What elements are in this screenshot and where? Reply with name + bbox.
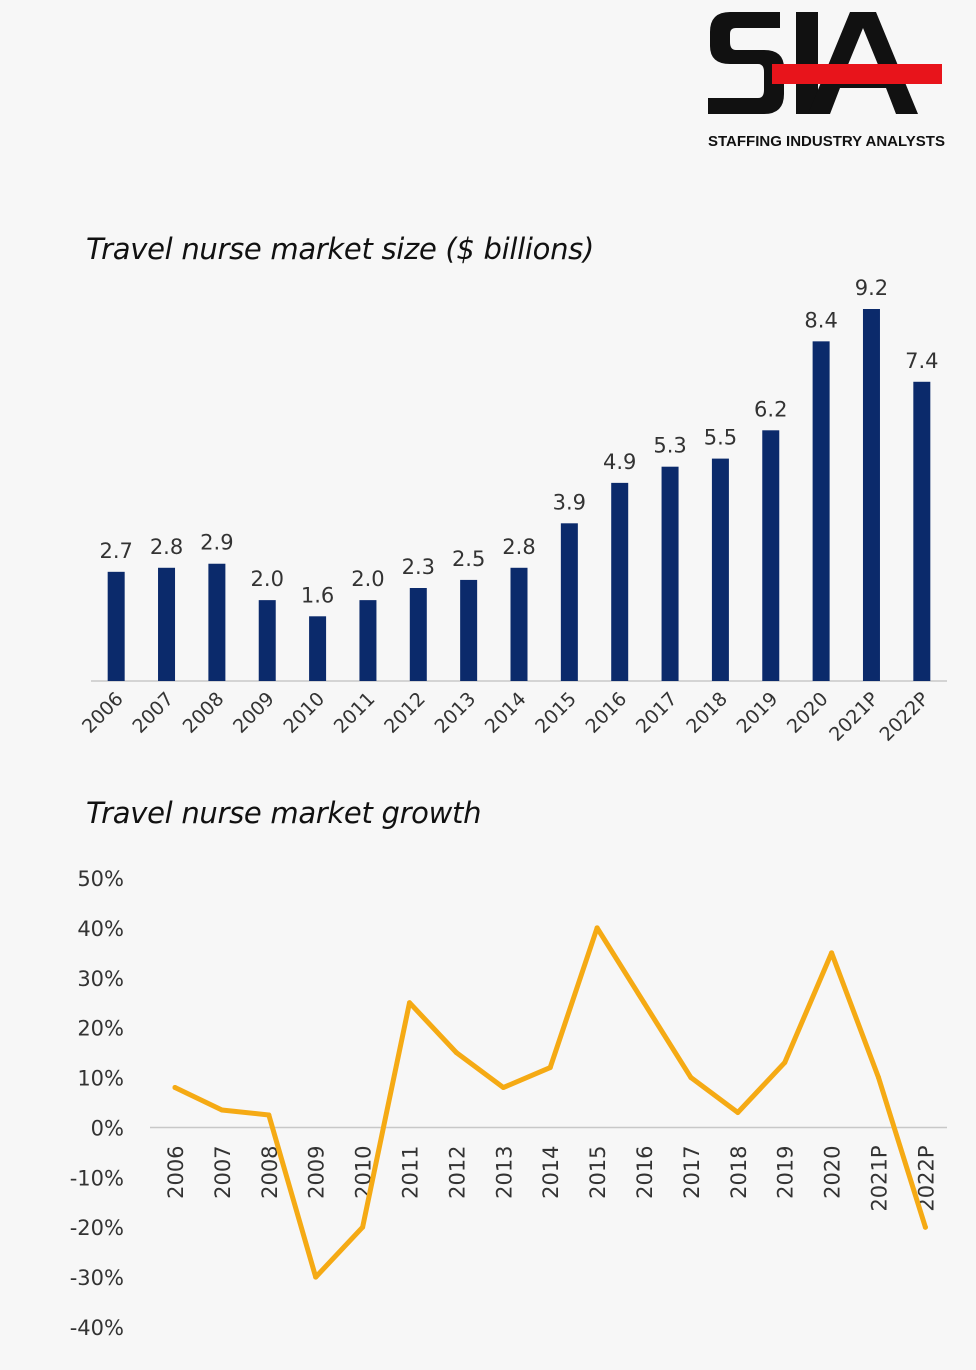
bar-2011 [359, 600, 377, 681]
sia-logo-mark [708, 12, 942, 114]
bar-2018 [711, 458, 729, 681]
y-tick-label-40%: 40% [77, 917, 124, 941]
data-label-2013: 2.5 [452, 547, 485, 571]
y-tick-label-30%: 30% [77, 967, 124, 991]
growth-point-2007 [219, 1107, 225, 1113]
data-label-2016: 4.9 [603, 450, 636, 474]
data-label-2014: 2.8 [502, 535, 535, 559]
bar-2006 [107, 571, 125, 681]
x-tick-label-2021P: 2021P [868, 1145, 892, 1211]
y-tick-label--20%: -20% [70, 1216, 124, 1240]
market-size-bar-chart: 2.720062.820072.920082.020091.620102.020… [78, 276, 947, 746]
growth-point-2014 [547, 1065, 553, 1071]
y-tick-label--40%: -40% [70, 1316, 124, 1340]
growth-point-2010 [360, 1224, 366, 1230]
y-tick-label-20%: 20% [77, 1017, 124, 1041]
bar-2010 [309, 616, 327, 681]
x-tick-label-2007: 2007 [211, 1145, 235, 1198]
x-tick-label-2011: 2011 [399, 1145, 423, 1198]
growth-point-2006 [172, 1085, 178, 1091]
sia-logo: STAFFING INDUSTRY ANALYSTS [708, 12, 945, 150]
logo-tagline: STAFFING INDUSTRY ANALYSTS [708, 133, 945, 150]
growth-point-2017 [688, 1075, 694, 1081]
data-label-2008: 2.9 [200, 531, 233, 555]
bar-2020 [812, 341, 830, 681]
growth-point-2012 [453, 1050, 459, 1056]
data-label-2011: 2.0 [351, 567, 384, 591]
x-tick-label-2017: 2017 [680, 1145, 704, 1198]
data-label-2010: 1.6 [301, 583, 334, 607]
x-tick-label-2013: 2013 [492, 1145, 516, 1198]
data-label-2007: 2.8 [150, 535, 183, 559]
y-tick-label-50%: 50% [77, 867, 124, 891]
bar-2019 [762, 430, 780, 681]
bar-2013 [460, 579, 478, 681]
growth-point-2019 [782, 1060, 788, 1066]
growth-point-2011 [407, 1000, 412, 1006]
data-label-2006: 2.7 [99, 539, 132, 563]
bar-chart-title: Travel nurse market size ($ billions) [86, 232, 594, 266]
y-tick-label-10%: 10% [77, 1067, 124, 1091]
x-tick-label-2019: 2019 [774, 1145, 798, 1198]
bar-2021P [862, 309, 880, 681]
bar-2014 [510, 567, 528, 681]
y-tick-label-0%: 0% [91, 1116, 124, 1140]
bar-2016 [611, 482, 629, 681]
growth-point-2018 [735, 1109, 741, 1115]
bar-2017 [661, 466, 679, 681]
growth-point-2020 [829, 950, 835, 956]
data-label-2022P: 7.4 [905, 349, 938, 373]
growth-point-2013 [500, 1085, 506, 1091]
x-tick-label-2012: 2012 [445, 1145, 469, 1198]
growth-series-line [172, 925, 928, 1280]
growth-point-2008 [266, 1112, 272, 1118]
data-label-2017: 5.3 [653, 434, 686, 458]
x-tick-label-2016: 2016 [633, 1145, 657, 1198]
logo-letter-a [808, 12, 918, 114]
growth-point-2009 [313, 1274, 319, 1280]
x-tick-label-2015: 2015 [586, 1145, 610, 1198]
data-label-2015: 3.9 [553, 490, 586, 514]
data-label-2019: 6.2 [754, 397, 787, 421]
growth-point-2022P [922, 1224, 928, 1230]
line-chart-title: Travel nurse market growth [86, 796, 482, 830]
bar-2008 [208, 563, 226, 681]
bar-2012 [409, 588, 427, 681]
growth-point-2015 [594, 925, 600, 931]
x-tick-label-2014: 2014 [539, 1145, 563, 1198]
data-label-2012: 2.3 [402, 555, 435, 579]
bar-2009 [258, 600, 276, 681]
logo-letter-s [708, 12, 784, 114]
data-label-2020: 8.4 [804, 308, 837, 332]
x-tick-label-2006: 2006 [164, 1145, 188, 1198]
bar-2007 [158, 567, 176, 681]
y-tick-label--30%: -30% [70, 1266, 124, 1290]
bar-2022P [913, 381, 931, 681]
data-label-2021P: 9.2 [855, 276, 888, 300]
logo-letter-i [796, 12, 818, 114]
x-tick-label-2009: 2009 [305, 1145, 329, 1198]
bar-2015 [560, 523, 578, 681]
logo-red-bar [772, 64, 942, 84]
y-tick-label--10%: -10% [70, 1166, 124, 1190]
data-label-2018: 5.5 [704, 426, 737, 450]
growth-point-2021P [876, 1075, 881, 1081]
x-tick-label-2020: 2020 [821, 1145, 845, 1198]
growth-point-2016 [641, 1000, 647, 1006]
x-tick-label-2018: 2018 [727, 1145, 751, 1198]
data-label-2009: 2.0 [251, 567, 284, 591]
